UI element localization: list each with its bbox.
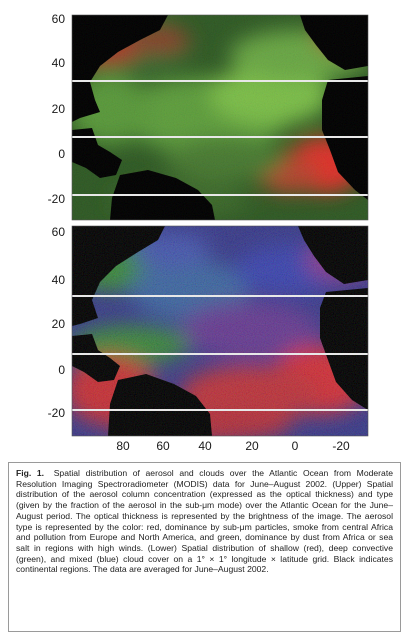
upper-y-tick-20: 20 (52, 102, 66, 116)
upper-y-tick-0: 0 (58, 147, 65, 161)
upper-y-tick-minus20: -20 (48, 192, 66, 206)
lower-y-tick-60: 60 (52, 225, 66, 239)
lower-panel-cloud-map: 60 40 20 0 -20 80 60 40 20 0 -20 (48, 225, 369, 453)
x-tick-80: 80 (116, 439, 130, 453)
x-tick-minus20: -20 (332, 439, 350, 453)
x-tick-60: 60 (156, 439, 170, 453)
upper-y-tick-60: 60 (52, 12, 66, 26)
x-tick-0: 0 (292, 439, 299, 453)
upper-y-tick-40: 40 (52, 56, 66, 70)
lower-y-tick-0: 0 (58, 363, 65, 377)
lower-y-tick-40: 40 (52, 273, 66, 287)
x-tick-20: 20 (245, 439, 259, 453)
upper-panel-aerosol-map: 60 40 20 0 -20 (48, 12, 369, 221)
figure-caption: Fig. 1. Spatial distribution of aerosol … (8, 462, 401, 632)
lower-y-tick-minus20: -20 (48, 406, 66, 420)
caption-text: Spatial distribution of aerosol and clou… (16, 468, 393, 575)
caption-label: Fig. 1. (16, 468, 45, 478)
x-tick-40: 40 (198, 439, 212, 453)
lower-y-tick-20: 20 (52, 317, 66, 331)
